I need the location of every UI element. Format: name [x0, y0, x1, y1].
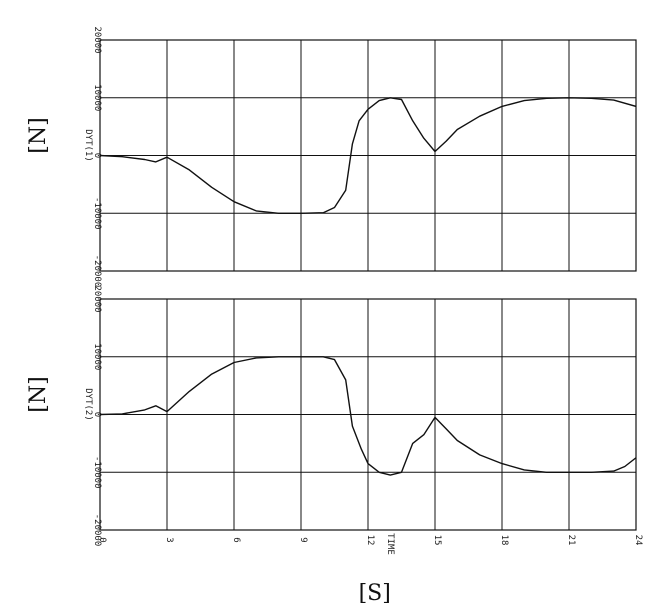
x-axis-name: TIME [385, 533, 395, 555]
x-tick-label: 9 [298, 537, 308, 542]
chart-panel-2: 20000 10000 0 -10000 -20000 DYT(2) [N] 0 3 6 9 12 15… [26, 285, 643, 606]
y-tick-label: -20000 [92, 255, 102, 288]
x-tick-label: 0 [97, 537, 107, 542]
x-tick-label: 18 [499, 535, 509, 546]
x-tick-label: 24 [633, 535, 643, 546]
y-tick-label: -20000 [92, 514, 102, 547]
x-tick-label: 3 [164, 537, 174, 542]
y-tick-label: 10000 [92, 84, 102, 111]
y-tick-label: 0 [92, 412, 102, 417]
series-line [99, 97, 637, 214]
series-line [99, 356, 637, 476]
y-tick-label: 20000 [92, 26, 102, 53]
y-axis-name: DYT(2) [83, 388, 93, 421]
y-tick-label: -10000 [92, 197, 102, 230]
y-tick-label: 10000 [92, 343, 102, 370]
x-tick-label: 6 [231, 537, 241, 542]
x-tick-label: 15 [432, 535, 442, 546]
x-tick-label: 12 [365, 535, 375, 546]
chart-panel-1: 20000 10000 0 -10000 -20000 DYT(1) [N] [26, 26, 637, 288]
x-unit-label: [S] [359, 581, 391, 606]
x-tick-label: 21 [566, 535, 576, 546]
y-unit-label: [N] [26, 376, 51, 412]
y-tick-label: -10000 [92, 456, 102, 489]
y-unit-label: [N] [26, 117, 51, 153]
y-axis-name: DYT(1) [83, 129, 93, 162]
y-tick-label: 0 [92, 153, 102, 158]
y-tick-label: 20000 [92, 285, 102, 312]
